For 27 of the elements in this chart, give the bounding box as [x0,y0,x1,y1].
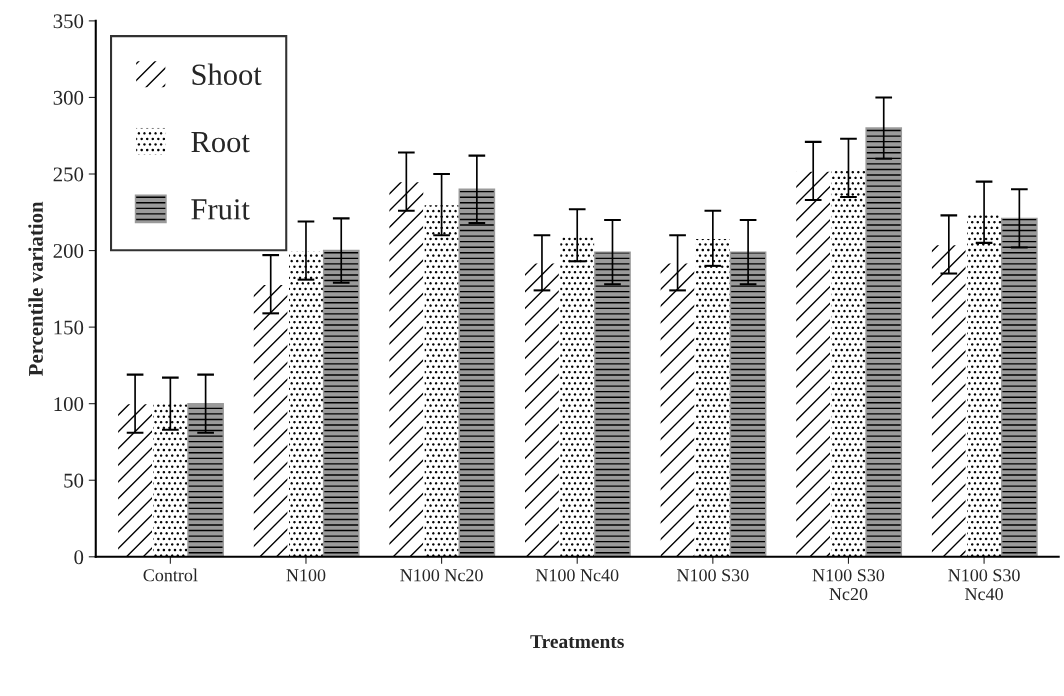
y-tick-label: 250 [53,167,84,182]
x-axis-title: Treatments [530,635,624,649]
bar [1001,217,1038,557]
bar [458,188,496,557]
bar [187,402,224,557]
x-tick-label: N100 Nc20 [400,569,483,582]
legend-label: Shoot [192,63,262,86]
legend-label: Root [191,132,250,153]
bar [322,249,360,557]
x-tick-label: N100 [286,569,326,582]
x-tick-label: Control [143,568,198,582]
y-tick-label: 50 [64,473,84,488]
legend-label: Fruit [191,199,250,220]
x-tick-label: N100 S30 [677,569,749,582]
y-axis-title: Percentile variation [28,201,43,376]
y-tick-label: 100 [54,397,84,412]
x-tick-label: N100 S30 Nc40 [948,569,1020,601]
x-tick-label: N100 S30 Nc20 [812,569,885,601]
bar [865,127,903,557]
y-tick-label: 300 [53,90,84,105]
y-tick-label: 350 [53,14,84,29]
bar [729,251,767,557]
x-tick-label: N100 Nc40 [535,569,619,582]
bar [594,251,631,557]
y-tick-label: 0 [74,550,84,565]
y-tick-label: 200 [53,243,84,258]
y-tick-label: 150 [54,320,84,335]
